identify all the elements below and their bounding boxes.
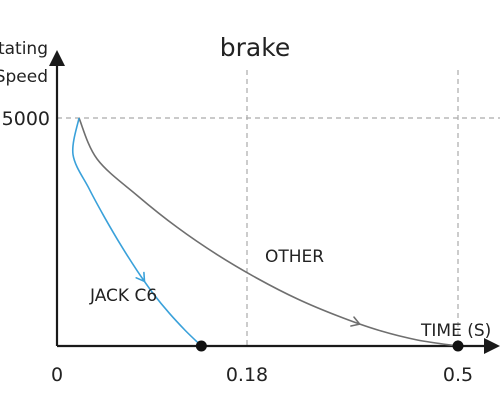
- y-axis-label-line-2: Speed: [0, 67, 48, 87]
- series-direction-arrow-other-icon: [350, 316, 361, 327]
- x-tick-label-0: 0: [51, 364, 63, 386]
- x-tick-label-0-18: 0.18: [226, 364, 268, 386]
- y-tick-label-5000: 5000: [2, 108, 50, 130]
- series-label-other: OTHER: [265, 247, 324, 267]
- series-direction-arrow-jack-c6-icon: [135, 271, 146, 283]
- series-line-other: [78, 117, 459, 347]
- x-axis-arrow-icon: [484, 338, 500, 354]
- series-label-jack-c6: JACK C6: [89, 286, 157, 306]
- y-axis-arrow-icon: [49, 50, 65, 66]
- x-axis-label: TIME (S): [420, 321, 491, 341]
- x-tick-label-0-5: 0.5: [443, 364, 473, 386]
- y-axis-label-line-1: Rotating: [0, 39, 48, 59]
- data-point-end-other: [452, 340, 464, 352]
- data-point-end-jack-c6: [195, 340, 207, 352]
- chart-title: brake: [220, 33, 290, 62]
- series-line-jack-c6: [71, 117, 202, 347]
